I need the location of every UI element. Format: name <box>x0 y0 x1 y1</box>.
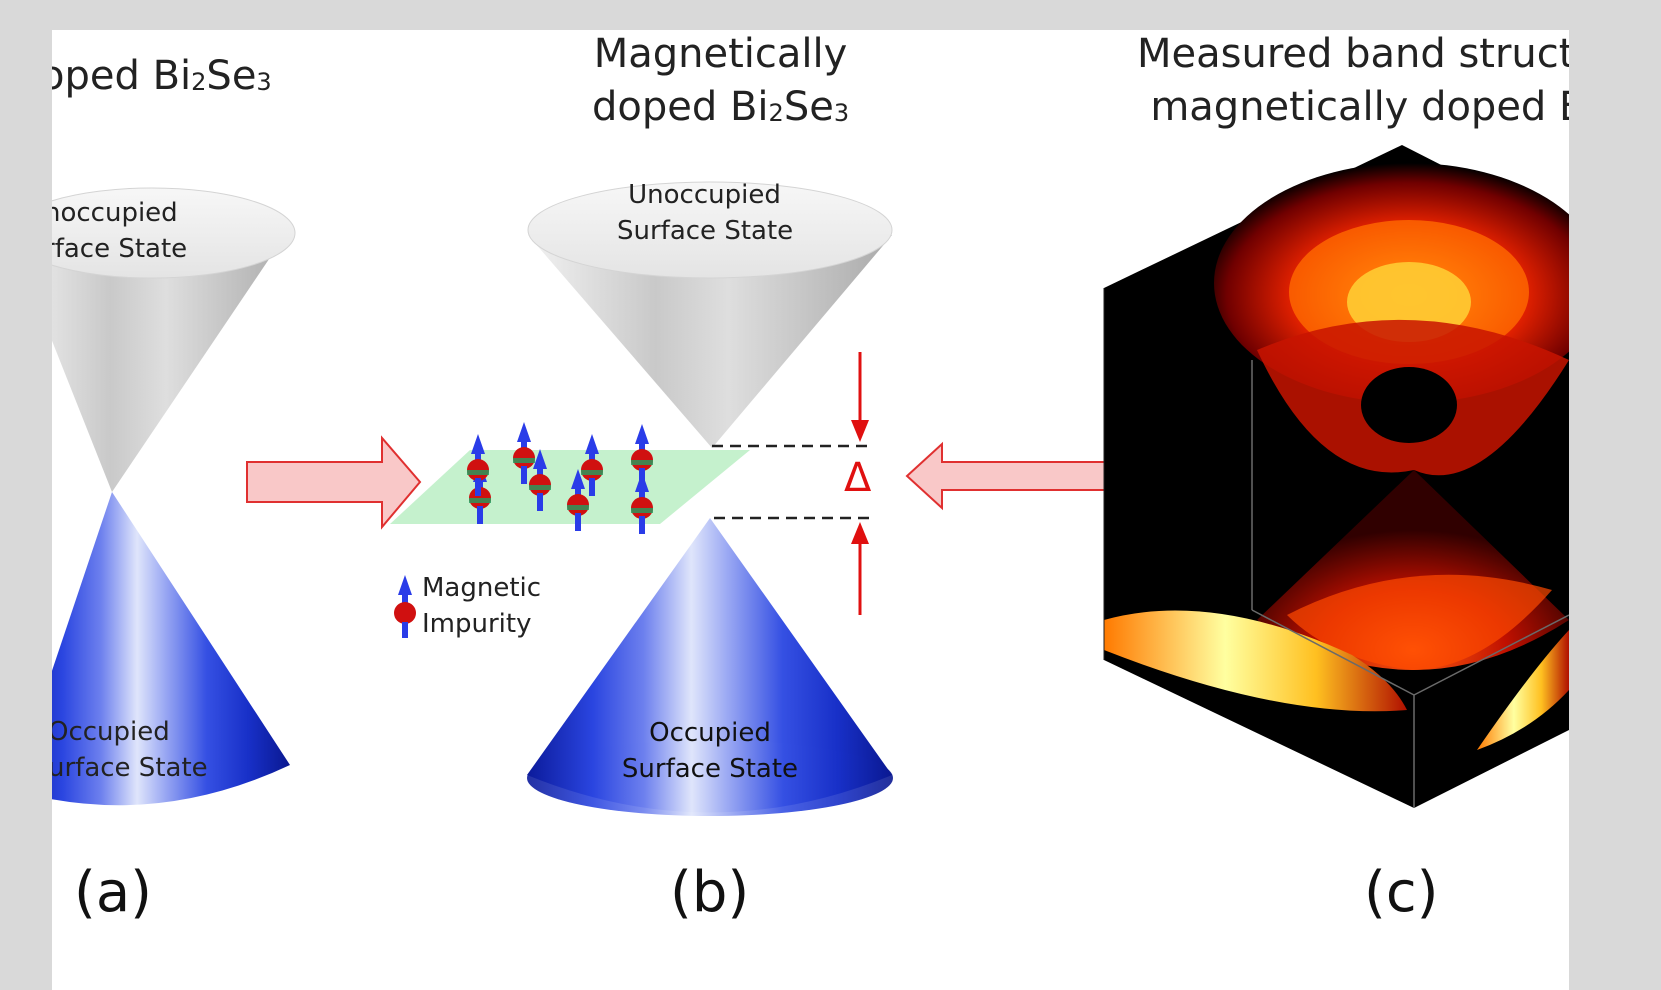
legend-impurity-label: Magnetic Impurity <box>422 573 542 639</box>
panel-a-unoccupied-label: noccupied rface State <box>52 198 188 264</box>
impurity-plane <box>390 450 750 524</box>
panel-b-unoccupied-label: Unoccupied Surface State <box>617 180 794 246</box>
panel-a-occupied-label: Occupied urface State <box>52 717 208 783</box>
panel-c-label: (c) <box>1364 860 1439 925</box>
gap-delta-symbol: Δ <box>844 455 872 501</box>
gap-marker <box>712 352 874 615</box>
panel-b-occupied-label: Occupied Surface State <box>621 718 799 784</box>
magnetic-impurity <box>581 434 603 496</box>
band-structure-cube <box>1103 145 1569 808</box>
magnetic-impurity <box>631 472 653 534</box>
magnetic-impurity <box>529 449 551 511</box>
arrow-a-to-b <box>246 435 422 530</box>
panel-b-title: Magnetically doped Bi2Se3 <box>592 31 850 130</box>
magnetic-impurities <box>467 422 653 534</box>
legend-impurity-icon <box>394 575 416 638</box>
figure-canvas: oped Bi2Se3 noccupied rface State Occupi… <box>52 30 1569 990</box>
panel-c-title: Measured band structu magnetically doped… <box>1137 31 1569 130</box>
figure-graphics <box>52 145 1569 816</box>
panel-a-cones <box>52 187 296 806</box>
panel-a-label: (a) <box>74 860 153 925</box>
panel-a-title: oped Bi2Se3 <box>52 53 272 99</box>
panel-b-cones <box>527 181 893 816</box>
magnetic-impurity <box>513 422 535 484</box>
panel-b-label: (b) <box>670 860 750 925</box>
magnetic-impurity <box>467 434 489 496</box>
magnetic-impurity <box>567 469 589 531</box>
